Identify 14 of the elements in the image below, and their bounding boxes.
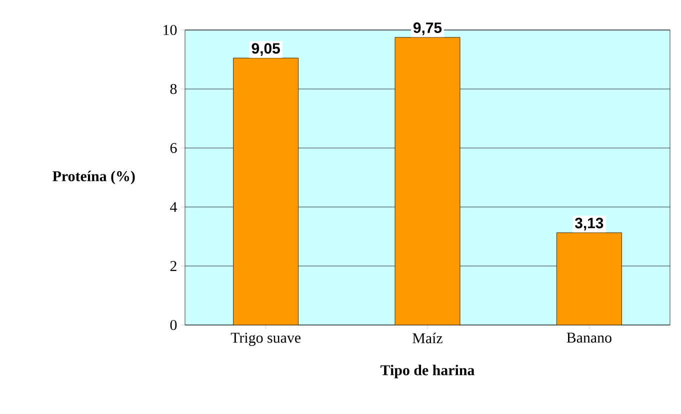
y-axis-title: Proteína (%) (52, 170, 135, 184)
data-label: 9,05 (252, 43, 280, 56)
x-tick-label: Banano (566, 332, 612, 343)
y-tick-label: 8 (170, 84, 177, 94)
y-tick-label: 4 (170, 202, 177, 212)
y-tick-label: 10 (164, 24, 177, 36)
data-label: 3,13 (574, 218, 604, 230)
y-tick-label: 6 (170, 142, 177, 154)
y-tick-label: 2 (170, 261, 176, 271)
data-label: 9,75 (413, 22, 442, 36)
x-tick-label: Maíz (412, 332, 442, 344)
x-axis-title: Tipo de harina (380, 364, 474, 378)
x-tick-label: Trigo suave (230, 332, 301, 346)
y-tick-label: 0 (170, 320, 177, 330)
